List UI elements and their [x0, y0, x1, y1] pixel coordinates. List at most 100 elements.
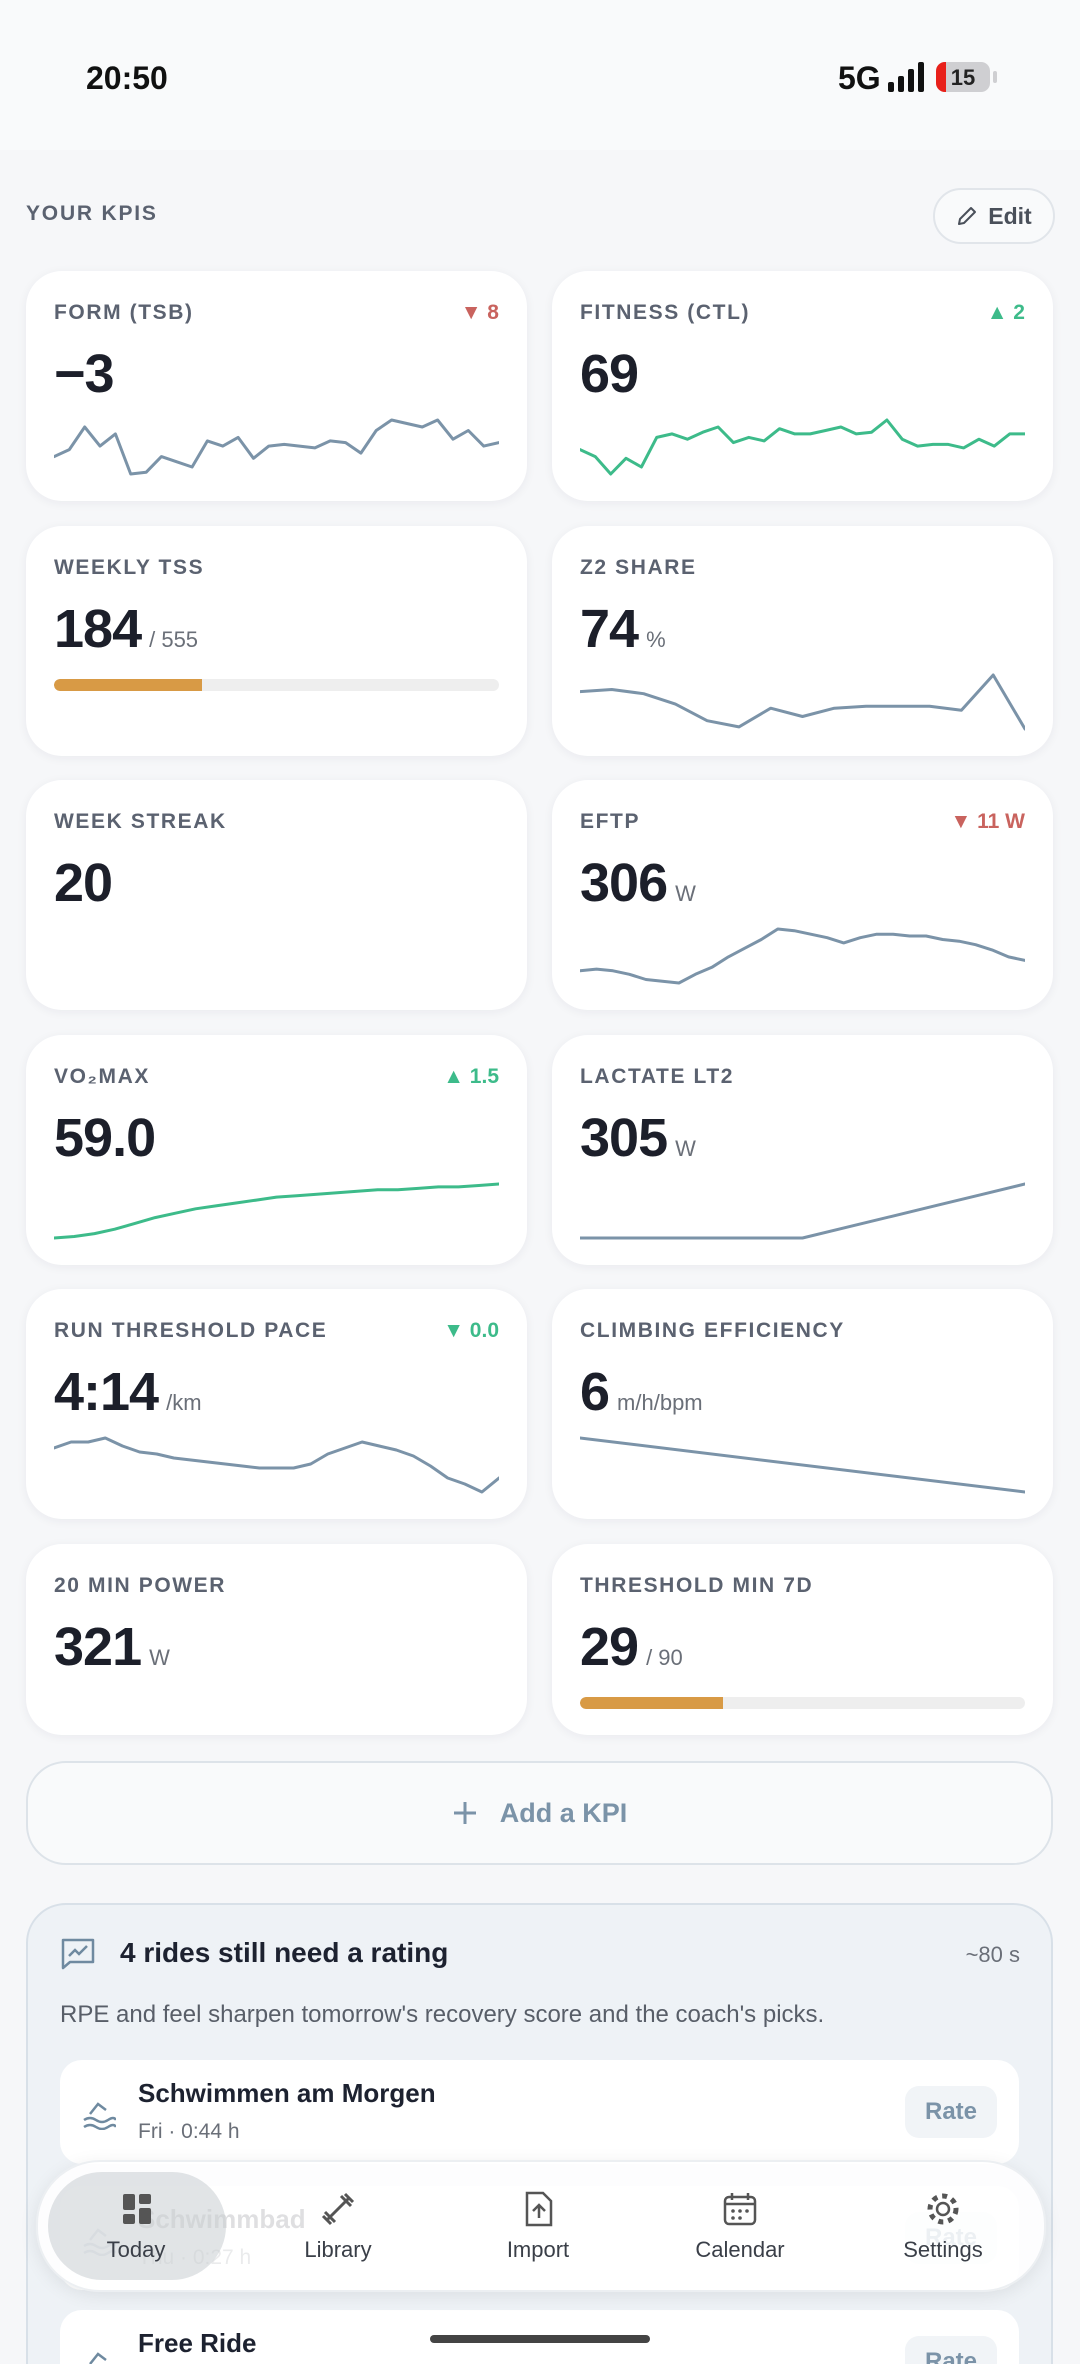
kpi-card[interactable]: FITNESS (CTL) ▲ 2 69: [552, 271, 1053, 501]
progress-track: [580, 1696, 1025, 1709]
kpi-value-row: 4:14/km: [54, 1361, 202, 1423]
kpi-unit: m/h/bpm: [617, 1390, 703, 1415]
icon-stroke: [83, 2102, 116, 2130]
kpi-unit: W: [149, 1644, 170, 1670]
kpi-value-row: 29 / 90: [580, 1616, 683, 1678]
nav-icon: [723, 2193, 757, 2226]
icon-stroke: [89, 2352, 107, 2364]
sparkline: [580, 1436, 1025, 1494]
kpi-value: 29: [580, 1616, 639, 1677]
kpi-card[interactable]: LACTATE LT2 305 W: [552, 1034, 1053, 1265]
kpi-target: / 90: [646, 1644, 683, 1670]
kpi-card[interactable]: RUN THRESHOLD PACE ▼ 0.0 4:14/km: [26, 1289, 527, 1519]
kpi-card[interactable]: FORM (TSB) ▼ 8 −3: [26, 271, 527, 501]
nav-icon: [123, 2194, 151, 2224]
kpi-card[interactable]: CLIMBING EFFICIENCY 6 m/h/bpm: [552, 1289, 1053, 1519]
sparkline: [580, 418, 1025, 476]
sparkline-path: [54, 1436, 499, 1494]
nav-label: Settings: [903, 2237, 983, 2262]
kpi-value: 306: [580, 853, 668, 913]
edit-button[interactable]: Edit: [933, 188, 1055, 244]
rate-button[interactable]: Rate: [905, 2336, 997, 2364]
kpi-unit: W: [675, 881, 696, 906]
rate-button[interactable]: Rate: [905, 2086, 997, 2138]
kpi-unit: /km: [166, 1390, 202, 1415]
sparkline: [580, 927, 1025, 985]
swim-icon: [89, 2352, 107, 2364]
kpi-delta: ▲ 1.5: [443, 1064, 499, 1088]
kpi-value: 59.0: [54, 1107, 156, 1168]
kpi-delta: ▼ 11 W: [950, 810, 1025, 833]
kpi-label: FORM (TSB): [54, 301, 194, 324]
sparkline: [54, 1436, 499, 1494]
nav-item[interactable]: Settings: [853, 2190, 1033, 2263]
kpi-card[interactable]: THRESHOLD MIN 7D 29 / 90: [552, 1543, 1053, 1735]
kpi-value: 321: [54, 1616, 142, 1677]
sparkline-path: [580, 673, 1025, 730]
battery-level: [936, 62, 946, 92]
kpi-delta: ▲ 2: [986, 301, 1025, 324]
nav-item[interactable]: Calendar: [650, 2190, 830, 2263]
kpi-value-row: 59.0: [54, 1107, 156, 1169]
ride-meta: Fri · 0:44 h: [138, 2120, 240, 2143]
network: 5G: [838, 60, 881, 96]
rating-icon: [61, 1938, 95, 1970]
nav-item[interactable]: Library: [248, 2190, 428, 2263]
home-indicator: [430, 2335, 650, 2343]
kpi-value-row: 6 m/h/bpm: [580, 1361, 703, 1423]
edit-label: Edit: [988, 202, 1032, 229]
kpi-value-row: 69: [580, 343, 639, 405]
kpi-label: Z2 SHARE: [580, 555, 697, 579]
kpi-card[interactable]: WEEKLY TSS 184 / 555: [26, 525, 527, 756]
battery: 15: [936, 62, 990, 92]
kpi-card[interactable]: EFTP ▼ 11 W 306 W: [552, 780, 1053, 1010]
kpi-target: / 555: [149, 626, 199, 652]
battery-cap: [993, 71, 997, 83]
sparkline-path: [580, 1182, 1025, 1239]
kpi-label: RUN THRESHOLD PACE: [54, 1319, 328, 1342]
kpi-value: 74: [580, 598, 639, 659]
status-time: 20:50: [86, 60, 168, 96]
kpi-delta: ▼ 0.0: [443, 1319, 499, 1342]
kpi-card[interactable]: VO₂MAX ▲ 1.5 59.0: [26, 1034, 527, 1265]
sparkline-path: [54, 1182, 499, 1239]
add-kpi-button[interactable]: Add a KPI: [26, 1761, 1053, 1865]
nav-item[interactable]: Import: [448, 2190, 628, 2263]
swim-icon: [83, 2102, 116, 2130]
nav-label: Today: [106, 2237, 166, 2262]
rating-title: 4 rides still need a rating: [120, 1937, 449, 1968]
kpi-label: CLIMBING EFFICIENCY: [580, 1319, 845, 1342]
kpi-label: LACTATE LT2: [580, 1064, 735, 1088]
kpi-value-row: 305 W: [580, 1107, 696, 1169]
kpi-value-row: 20: [54, 852, 113, 914]
kpi-label: THRESHOLD MIN 7D: [580, 1573, 814, 1597]
nav-item[interactable]: Today: [46, 2190, 226, 2263]
sparkline-path: [54, 418, 499, 476]
kpi-card[interactable]: Z2 SHARE 74%: [552, 525, 1053, 756]
nav-label: Import: [506, 2237, 570, 2262]
kpi-card[interactable]: 20 MIN POWER 321 W: [26, 1543, 527, 1735]
kpi-label: VO₂MAX: [54, 1064, 150, 1088]
kpi-value: 69: [580, 344, 639, 404]
kpi-label: 20 MIN POWER: [54, 1573, 227, 1597]
kpi-delta: ▼ 8: [460, 301, 499, 324]
nav-label: Calendar: [695, 2237, 785, 2262]
add-kpi-label: Add a KPI: [499, 1797, 628, 1828]
sparkline: [54, 1182, 499, 1239]
kpi-unit: %: [646, 626, 666, 652]
ride-name: Free Ride: [138, 2328, 257, 2358]
nav-icon: [321, 2192, 355, 2226]
rating-eta: ~80 s: [965, 1942, 1020, 1967]
progress-fill: [580, 1696, 724, 1709]
kpi-label: FITNESS (CTL): [580, 301, 751, 324]
kpi-value: −3: [54, 344, 115, 404]
kpi-card[interactable]: WEEK STREAK 20: [26, 780, 527, 1010]
kpi-value: 6: [580, 1362, 610, 1422]
sparkline-path: [580, 418, 1025, 476]
ride-item[interactable]: Schwimmen am Morgen Fri · 0:44 h Rate: [60, 2060, 1019, 2164]
progress-fill: [54, 678, 202, 691]
kpi-value-row: 321 W: [54, 1616, 170, 1678]
progress-track: [54, 678, 499, 691]
nav-icon: [927, 2193, 959, 2225]
battery-text: 15: [950, 65, 976, 90]
